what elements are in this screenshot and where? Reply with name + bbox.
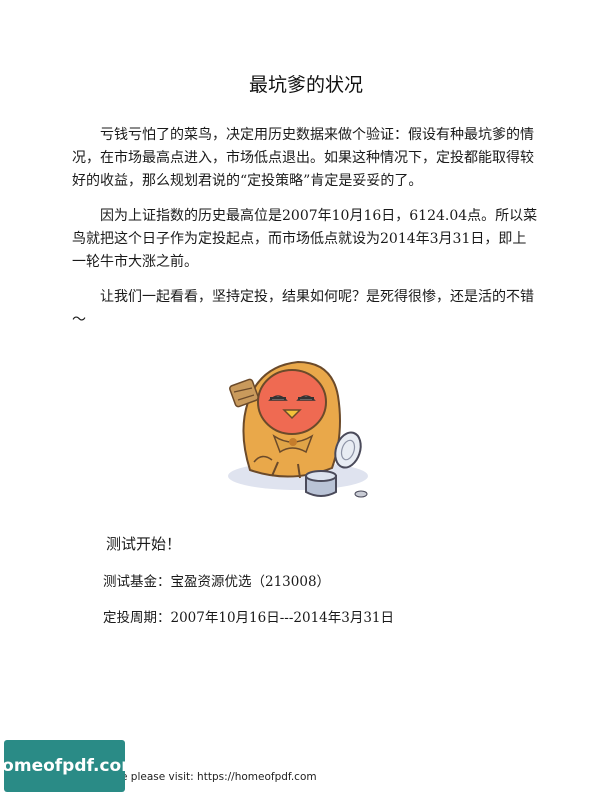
sad-bird-begging-icon [220, 352, 380, 502]
test-fund-line: 测试基金：宝盈资源优选（213008） [103, 574, 331, 590]
test-heading: 测试开始！ [106, 535, 182, 553]
footer-badge-label: homeofpdf.com [0, 756, 139, 776]
page-title: 最坑爹的状况 [248, 74, 363, 96]
homeofpdf-logo-badge[interactable]: homeofpdf.com [0, 740, 139, 792]
footer-link-text[interactable]: e please visit: https://homeofpdf.com [121, 771, 317, 783]
paragraph-3: 让我们一起看看，坚持定投，结果如何呢？是死得很惨，还是活的不错～ [72, 289, 534, 328]
paragraph-1: 亏钱亏怕了的菜鸟，决定用历史数据来做个验证：假设有种最坑爹的情况，在市场最高点进… [72, 127, 534, 189]
test-period-line: 定投周期：2007年10月16日---2014年3月31日 [103, 610, 395, 626]
paragraph-2: 因为上证指数的历史最高位是2007年10月16日，6124.04点。所以菜鸟就把… [72, 208, 538, 270]
